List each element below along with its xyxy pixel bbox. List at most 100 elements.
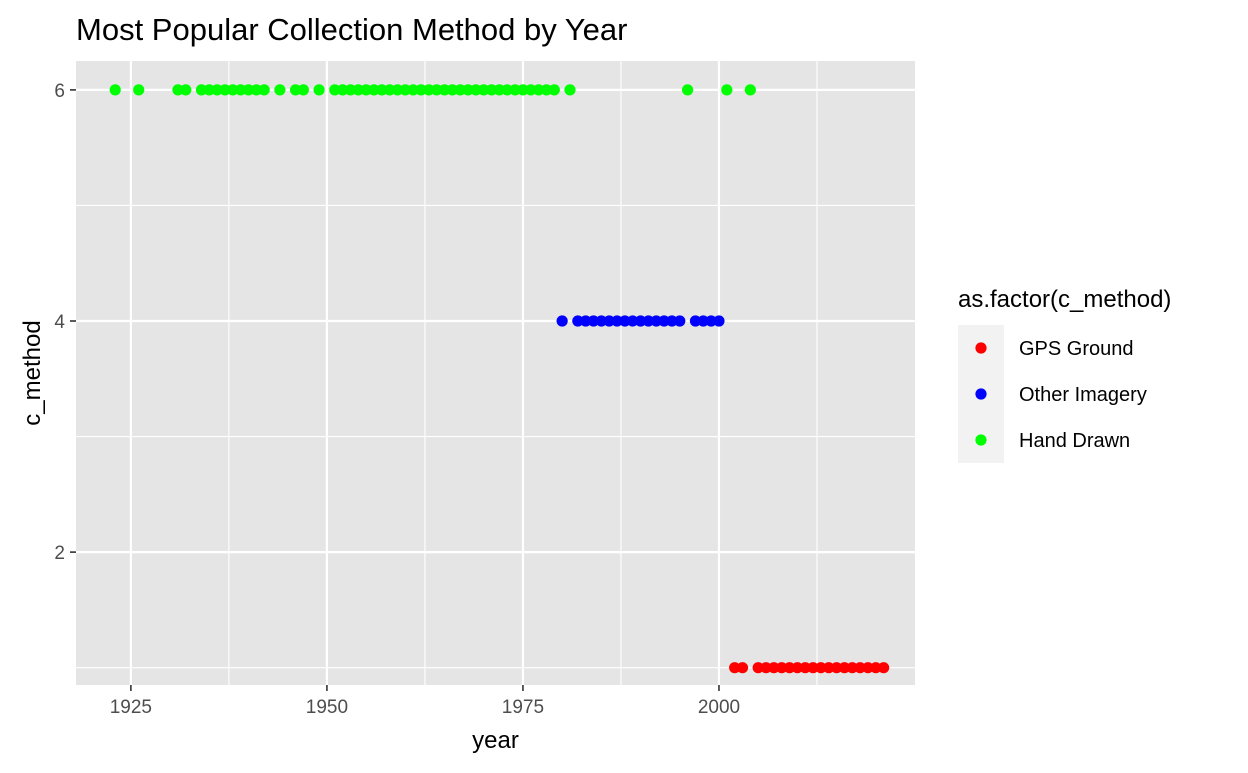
data-point xyxy=(109,84,121,96)
data-point xyxy=(407,84,419,96)
data-point xyxy=(242,84,255,96)
data-point xyxy=(823,662,835,674)
data-point xyxy=(431,84,443,96)
data-point xyxy=(219,84,231,96)
data-point xyxy=(274,84,286,96)
data-point xyxy=(768,662,780,674)
y-tick-label: 2 xyxy=(54,543,65,564)
data-point xyxy=(760,662,772,674)
legend-key xyxy=(975,388,987,400)
data-point xyxy=(399,84,411,96)
data-point xyxy=(313,84,325,96)
x-tick-label: 1925 xyxy=(110,697,152,718)
y-axis-title: c_method xyxy=(19,320,46,425)
data-point xyxy=(384,84,396,96)
data-point xyxy=(713,315,725,327)
data-point xyxy=(446,84,458,96)
x-axis: 1925 1950 1975 2000 xyxy=(110,685,740,718)
data-point xyxy=(329,84,341,96)
data-point xyxy=(642,315,655,327)
data-point xyxy=(258,84,270,96)
grid-minor xyxy=(76,61,915,685)
data-point xyxy=(501,84,513,96)
legend-title: as.factor(c_method) xyxy=(958,286,1171,313)
data-point xyxy=(289,84,302,96)
data-point xyxy=(203,84,215,96)
data-point xyxy=(619,315,631,327)
data-point xyxy=(689,315,702,327)
data-point xyxy=(830,662,843,674)
data-point xyxy=(250,84,262,96)
data-point xyxy=(791,662,803,674)
data-point xyxy=(854,662,866,674)
data-points xyxy=(109,84,890,674)
data-point xyxy=(391,84,404,96)
x-tick-label: 2000 xyxy=(698,697,740,718)
legend-label: GPS Ground xyxy=(1019,338,1134,360)
plot-panel xyxy=(76,61,915,685)
data-point xyxy=(729,662,741,674)
legend-key xyxy=(975,342,987,354)
data-point xyxy=(744,84,756,96)
data-point xyxy=(180,84,192,96)
data-point xyxy=(776,662,788,674)
data-point xyxy=(415,84,427,96)
data-point xyxy=(611,315,623,327)
y-tick-label: 6 xyxy=(54,81,65,102)
data-point xyxy=(862,662,874,674)
data-point xyxy=(478,84,490,96)
data-point xyxy=(846,662,858,674)
data-point xyxy=(438,84,451,96)
data-point xyxy=(360,84,372,96)
data-point xyxy=(870,662,882,674)
data-point xyxy=(211,84,223,96)
data-point xyxy=(587,315,600,327)
data-point xyxy=(195,84,208,96)
data-point xyxy=(485,84,498,96)
legend: as.factor(c_method) GPS Ground Other Imag… xyxy=(958,286,1171,463)
data-point xyxy=(462,84,474,96)
data-point xyxy=(227,84,239,96)
data-point xyxy=(533,84,545,96)
data-point xyxy=(493,84,506,96)
legend-label: Hand Drawn xyxy=(1019,430,1130,452)
data-point xyxy=(674,315,686,327)
data-point xyxy=(172,84,184,96)
data-point xyxy=(658,315,670,327)
data-point xyxy=(564,84,576,96)
data-point xyxy=(705,315,717,327)
legend-items: GPS Ground Other Imagery Hand Drawn xyxy=(975,338,1147,452)
data-point xyxy=(352,84,364,96)
data-point xyxy=(666,315,678,327)
data-point xyxy=(548,84,560,96)
data-point xyxy=(838,662,851,674)
data-point xyxy=(580,315,592,327)
data-point xyxy=(517,84,529,96)
chart-title: Most Popular Collection Method by Year xyxy=(76,12,627,47)
data-point xyxy=(454,84,466,96)
data-point xyxy=(595,315,607,327)
data-point xyxy=(815,662,827,674)
data-point xyxy=(509,84,521,96)
data-point xyxy=(556,315,568,327)
data-point xyxy=(525,84,537,96)
legend-key xyxy=(975,434,987,446)
data-point xyxy=(603,315,615,327)
data-point xyxy=(783,662,796,674)
data-point xyxy=(470,84,482,96)
data-point xyxy=(752,662,764,674)
data-point xyxy=(376,84,388,96)
x-tick-label: 1975 xyxy=(502,697,544,718)
data-point xyxy=(423,84,435,96)
data-point xyxy=(807,662,819,674)
data-point xyxy=(650,315,662,327)
data-point xyxy=(336,84,349,96)
data-point xyxy=(572,315,584,327)
x-tick-label: 1950 xyxy=(306,697,348,718)
data-point xyxy=(736,662,749,674)
y-axis: 2 4 6 xyxy=(54,81,76,564)
data-point xyxy=(634,315,647,327)
data-point xyxy=(540,84,553,96)
